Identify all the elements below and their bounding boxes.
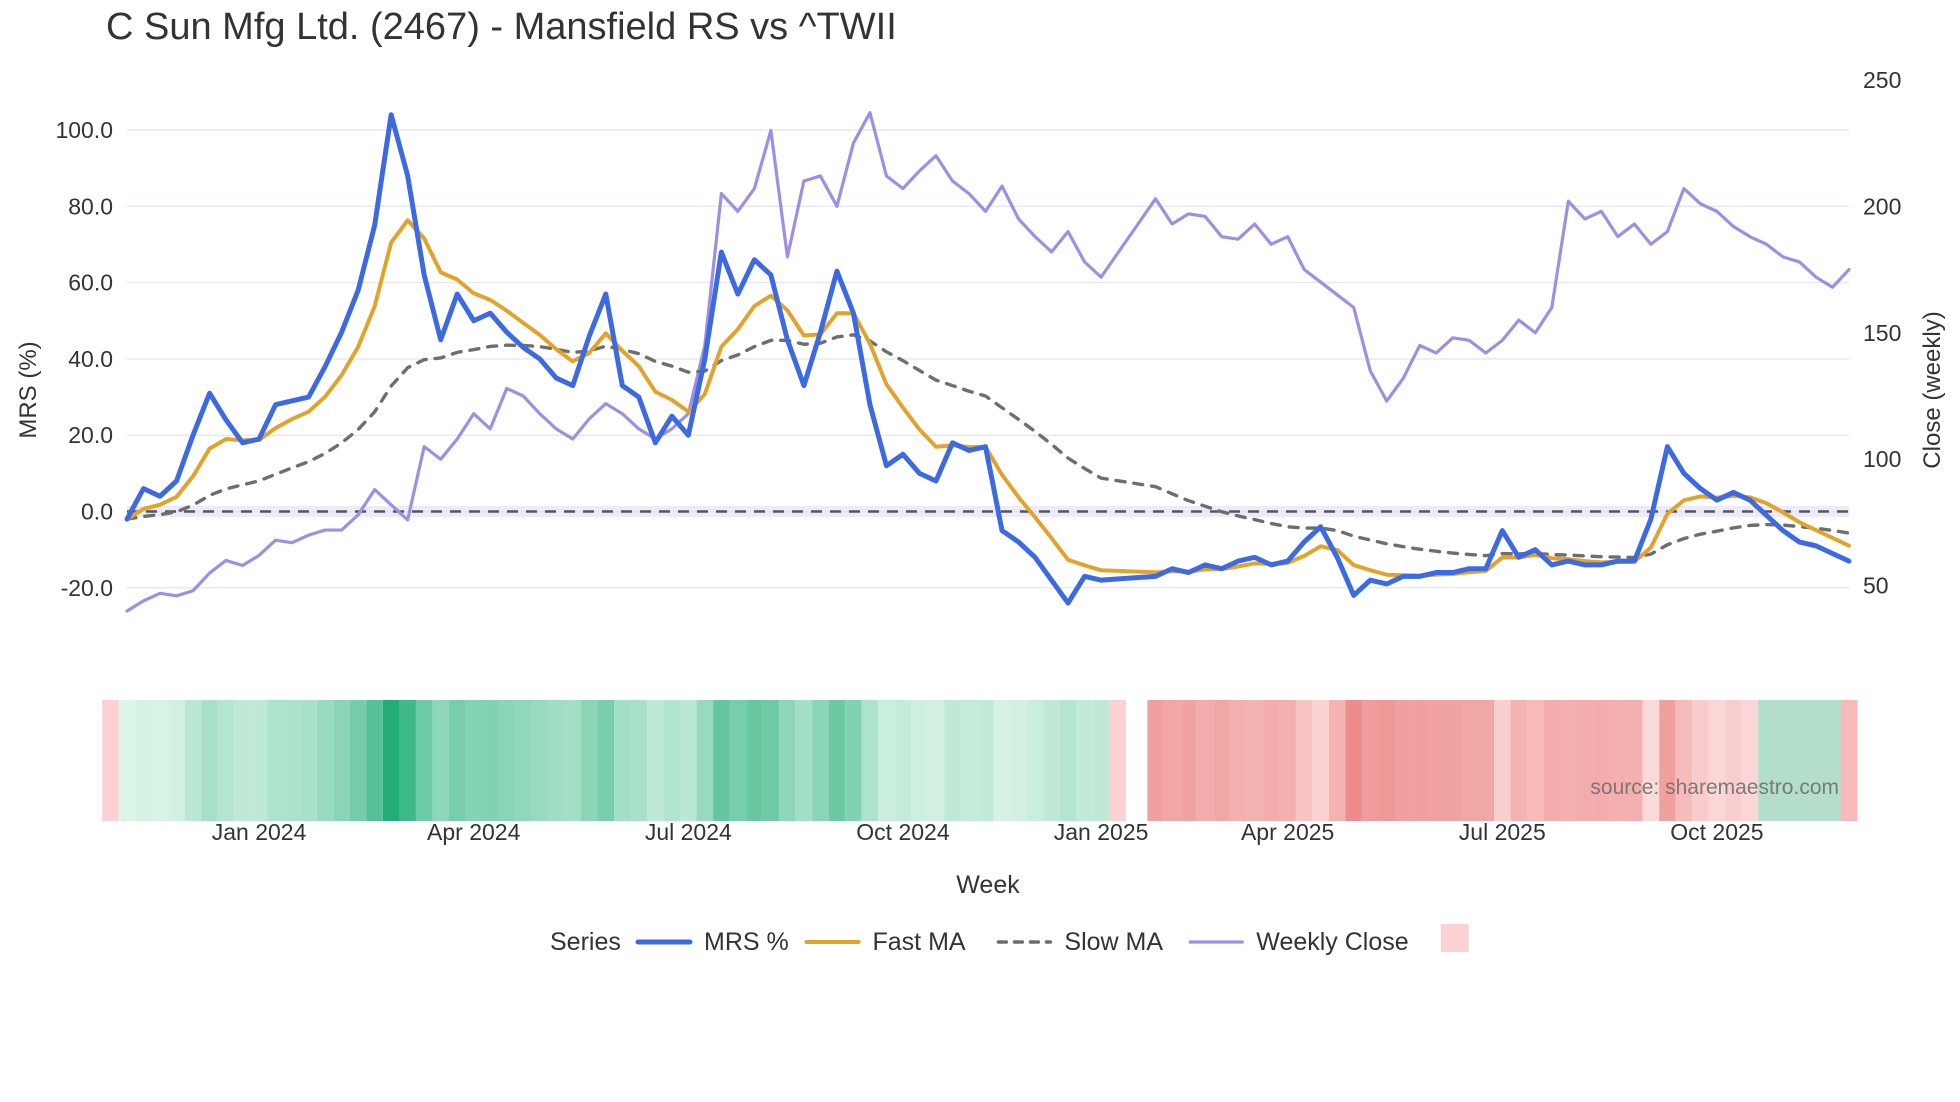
svg-text:Close (weekly): Close (weekly) <box>1919 311 1946 468</box>
svg-text:Oct 2025: Oct 2025 <box>1670 819 1763 845</box>
svg-text:Apr 2024: Apr 2024 <box>427 819 521 845</box>
svg-text:Oct 2024: Oct 2024 <box>856 819 950 845</box>
svg-text:Slow MA: Slow MA <box>1064 928 1163 956</box>
svg-text:250: 250 <box>1863 67 1901 93</box>
svg-text:Week: Week <box>956 871 1020 899</box>
svg-text:MRS (%): MRS (%) <box>15 341 42 438</box>
svg-text:80.0: 80.0 <box>68 193 113 219</box>
svg-text:Jan 2025: Jan 2025 <box>1054 819 1149 845</box>
svg-text:Apr 2025: Apr 2025 <box>1241 819 1334 845</box>
svg-text:MRS %: MRS % <box>704 928 789 956</box>
svg-text:100.0: 100.0 <box>55 117 113 143</box>
svg-text:150: 150 <box>1863 320 1901 346</box>
svg-text:-20.0: -20.0 <box>61 575 113 601</box>
svg-text:20.0: 20.0 <box>68 422 113 448</box>
svg-text:60.0: 60.0 <box>68 270 113 296</box>
svg-text:0.0: 0.0 <box>81 499 113 525</box>
svg-text:Jan 2024: Jan 2024 <box>212 819 307 845</box>
svg-text:source: sharemaestro.com: source: sharemaestro.com <box>1590 776 1839 799</box>
svg-text:200: 200 <box>1863 193 1901 219</box>
svg-text:100: 100 <box>1863 446 1901 472</box>
svg-text:Fast MA: Fast MA <box>873 928 966 956</box>
svg-text:Series: Series <box>550 928 621 956</box>
svg-text:50: 50 <box>1863 573 1889 599</box>
svg-text:40.0: 40.0 <box>68 346 113 372</box>
svg-text:Weekly Close: Weekly Close <box>1256 928 1408 956</box>
svg-text:Jul 2024: Jul 2024 <box>645 819 732 845</box>
svg-text:Jul 2025: Jul 2025 <box>1459 819 1546 845</box>
